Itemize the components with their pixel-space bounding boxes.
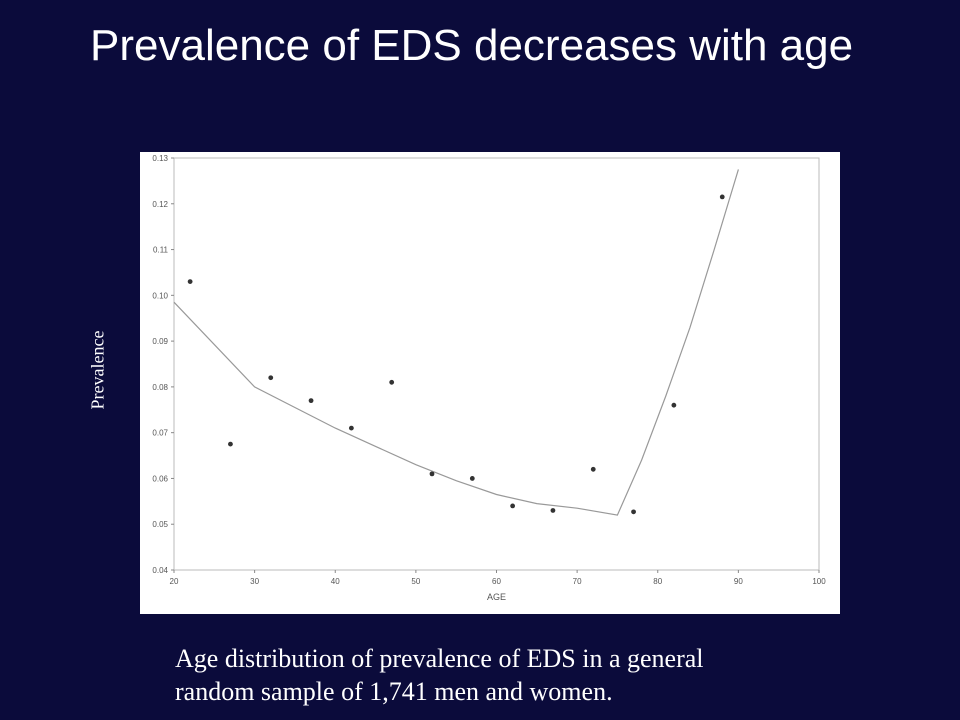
caption-line-1: Age distribution of prevalence of EDS in…	[175, 644, 704, 673]
caption: Age distribution of prevalence of EDS in…	[175, 642, 935, 708]
y-tick-label: 0.13	[152, 154, 168, 163]
data-point	[719, 194, 725, 200]
x-tick-label: 50	[411, 577, 420, 586]
y-tick-label: 0.09	[152, 337, 168, 346]
x-tick-label: 70	[573, 577, 582, 586]
y-tick-label: 0.08	[152, 383, 168, 392]
scatter-chart: 0.04 0.05 0.06 0.07 0.08 0.09 0.10 0.11 0.12 0.13…	[152, 154, 826, 602]
x-tick-label: 60	[492, 577, 501, 586]
x-tick-label: 90	[734, 577, 743, 586]
data-point	[348, 425, 354, 431]
x-tick-label: 80	[653, 577, 662, 586]
data-point	[187, 279, 193, 284]
data-point	[590, 466, 596, 472]
slide-title: Prevalence of EDS decreases with age	[90, 21, 854, 70]
plot-border	[173, 157, 820, 571]
caption-line-2: random sample of 1,741 men and women.	[175, 677, 613, 706]
y-tick-label: 0.06	[152, 474, 168, 483]
y-axis-label-outer: Prevalence	[86, 318, 110, 422]
y-tick-label: 0.04	[152, 566, 168, 575]
y-tick-label: 0.05	[152, 520, 168, 529]
data-points	[187, 194, 725, 515]
data-point	[268, 375, 274, 381]
x-tick-label: 100	[812, 577, 826, 586]
x-tick-label: 40	[331, 577, 340, 586]
plot-frame	[173, 157, 820, 571]
fit-line	[173, 169, 739, 516]
data-point	[510, 503, 516, 509]
y-tick-label: 0.07	[152, 429, 168, 438]
x-ticks: 20 30 40 50 60 70 80 90 100	[170, 570, 826, 586]
x-tick-label: 30	[250, 577, 259, 586]
data-point	[308, 398, 314, 404]
chart-panel: 0.04 0.05 0.06 0.07 0.08 0.09 0.10 0.11 0.12 0.13…	[140, 152, 840, 614]
x-axis-title: AGE	[487, 592, 506, 602]
y-axis-label: Prevalence	[87, 330, 108, 410]
data-point	[671, 402, 677, 408]
fit-line-group	[173, 169, 739, 516]
x-tick-label: 20	[170, 577, 179, 586]
data-point	[631, 509, 636, 515]
y-tick-label: 0.12	[152, 200, 168, 209]
y-tick-label: 0.10	[152, 291, 168, 300]
data-point	[228, 441, 233, 447]
data-point	[469, 476, 475, 481]
data-point	[550, 508, 556, 513]
y-ticks: 0.04 0.05 0.06 0.07 0.08 0.09 0.10 0.11 0.12 0.13	[152, 154, 174, 575]
data-point	[389, 379, 395, 385]
data-point	[429, 471, 435, 477]
y-tick-label: 0.11	[153, 246, 169, 255]
